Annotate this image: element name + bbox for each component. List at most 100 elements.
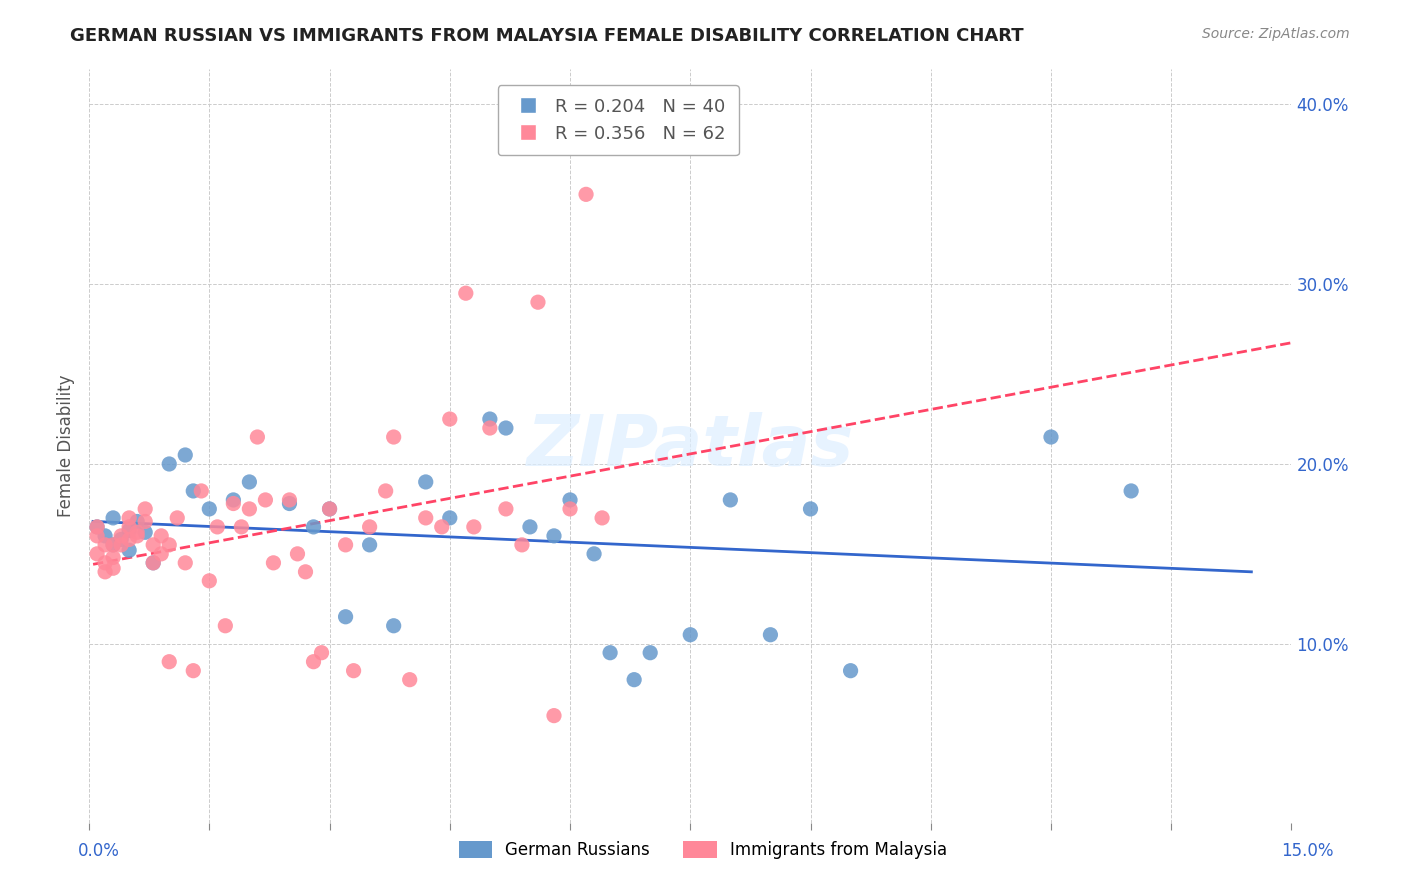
Point [174,448,197,462]
Point [101,561,124,575]
Point [86,520,108,534]
Point [302,520,325,534]
Point [157,538,180,552]
Point [134,525,156,540]
Point [142,556,165,570]
Legend: German Russians, Immigrants from Malaysia: German Russians, Immigrants from Malaysi… [453,834,953,866]
Point [1039,430,1062,444]
Point [254,492,277,507]
Point [166,511,188,525]
Point [623,673,645,687]
Point [181,483,204,498]
Point [198,502,221,516]
Point [382,619,405,633]
Point [318,502,340,516]
Point [190,483,212,498]
Point [231,520,253,534]
Point [478,412,501,426]
Point [174,556,197,570]
Point [101,550,124,565]
Point [718,492,741,507]
Point [359,538,381,552]
Point [478,421,501,435]
Point [430,520,453,534]
Point [134,502,156,516]
Point [238,475,260,489]
Point [799,502,821,516]
Point [118,511,141,525]
Point [558,502,581,516]
Point [142,556,165,570]
Point [463,520,485,534]
Point [335,609,357,624]
Point [454,286,477,301]
Point [583,547,606,561]
Point [294,565,316,579]
Point [839,664,862,678]
Point [110,529,132,543]
Point [342,664,364,678]
Y-axis label: Female Disability: Female Disability [58,375,75,517]
Point [543,708,565,723]
Point [439,412,461,426]
Text: ZIPatlas: ZIPatlas [527,411,853,481]
Point [198,574,221,588]
Point [246,430,269,444]
Point [638,646,661,660]
Text: 15.0%: 15.0% [1281,842,1334,860]
Point [527,295,550,310]
Point [110,538,132,552]
Point [591,511,613,525]
Point [127,529,149,543]
Point [1121,483,1143,498]
Point [262,556,284,570]
Point [359,520,381,534]
Point [157,655,180,669]
Point [415,511,437,525]
Point [127,525,149,540]
Point [110,533,132,547]
Point [101,538,124,552]
Point [575,187,598,202]
Point [86,547,108,561]
Point [415,475,437,489]
Point [679,628,702,642]
Point [142,538,165,552]
Point [318,502,340,516]
Point [150,547,173,561]
Point [382,430,405,444]
Legend: R = 0.204   N = 40, R = 0.356   N = 62: R = 0.204 N = 40, R = 0.356 N = 62 [498,85,738,155]
Point [118,520,141,534]
Point [157,457,180,471]
Point [94,556,117,570]
Point [599,646,621,660]
Point [278,492,301,507]
Point [238,502,260,516]
Point [278,496,301,510]
Point [519,520,541,534]
Point [207,520,229,534]
Point [543,529,565,543]
Point [558,492,581,507]
Point [94,565,117,579]
Point [118,524,141,538]
Point [222,492,245,507]
Point [86,529,108,543]
Point [302,655,325,669]
Point [287,547,309,561]
Point [101,538,124,552]
Point [311,646,333,660]
Point [335,538,357,552]
Text: GERMAN RUSSIAN VS IMMIGRANTS FROM MALAYSIA FEMALE DISABILITY CORRELATION CHART: GERMAN RUSSIAN VS IMMIGRANTS FROM MALAYS… [70,27,1024,45]
Point [118,543,141,558]
Point [495,421,517,435]
Point [398,673,420,687]
Point [439,511,461,525]
Text: 0.0%: 0.0% [77,842,120,860]
Point [94,529,117,543]
Point [150,529,173,543]
Point [94,538,117,552]
Point [127,515,149,529]
Point [495,502,517,516]
Text: Source: ZipAtlas.com: Source: ZipAtlas.com [1202,27,1350,41]
